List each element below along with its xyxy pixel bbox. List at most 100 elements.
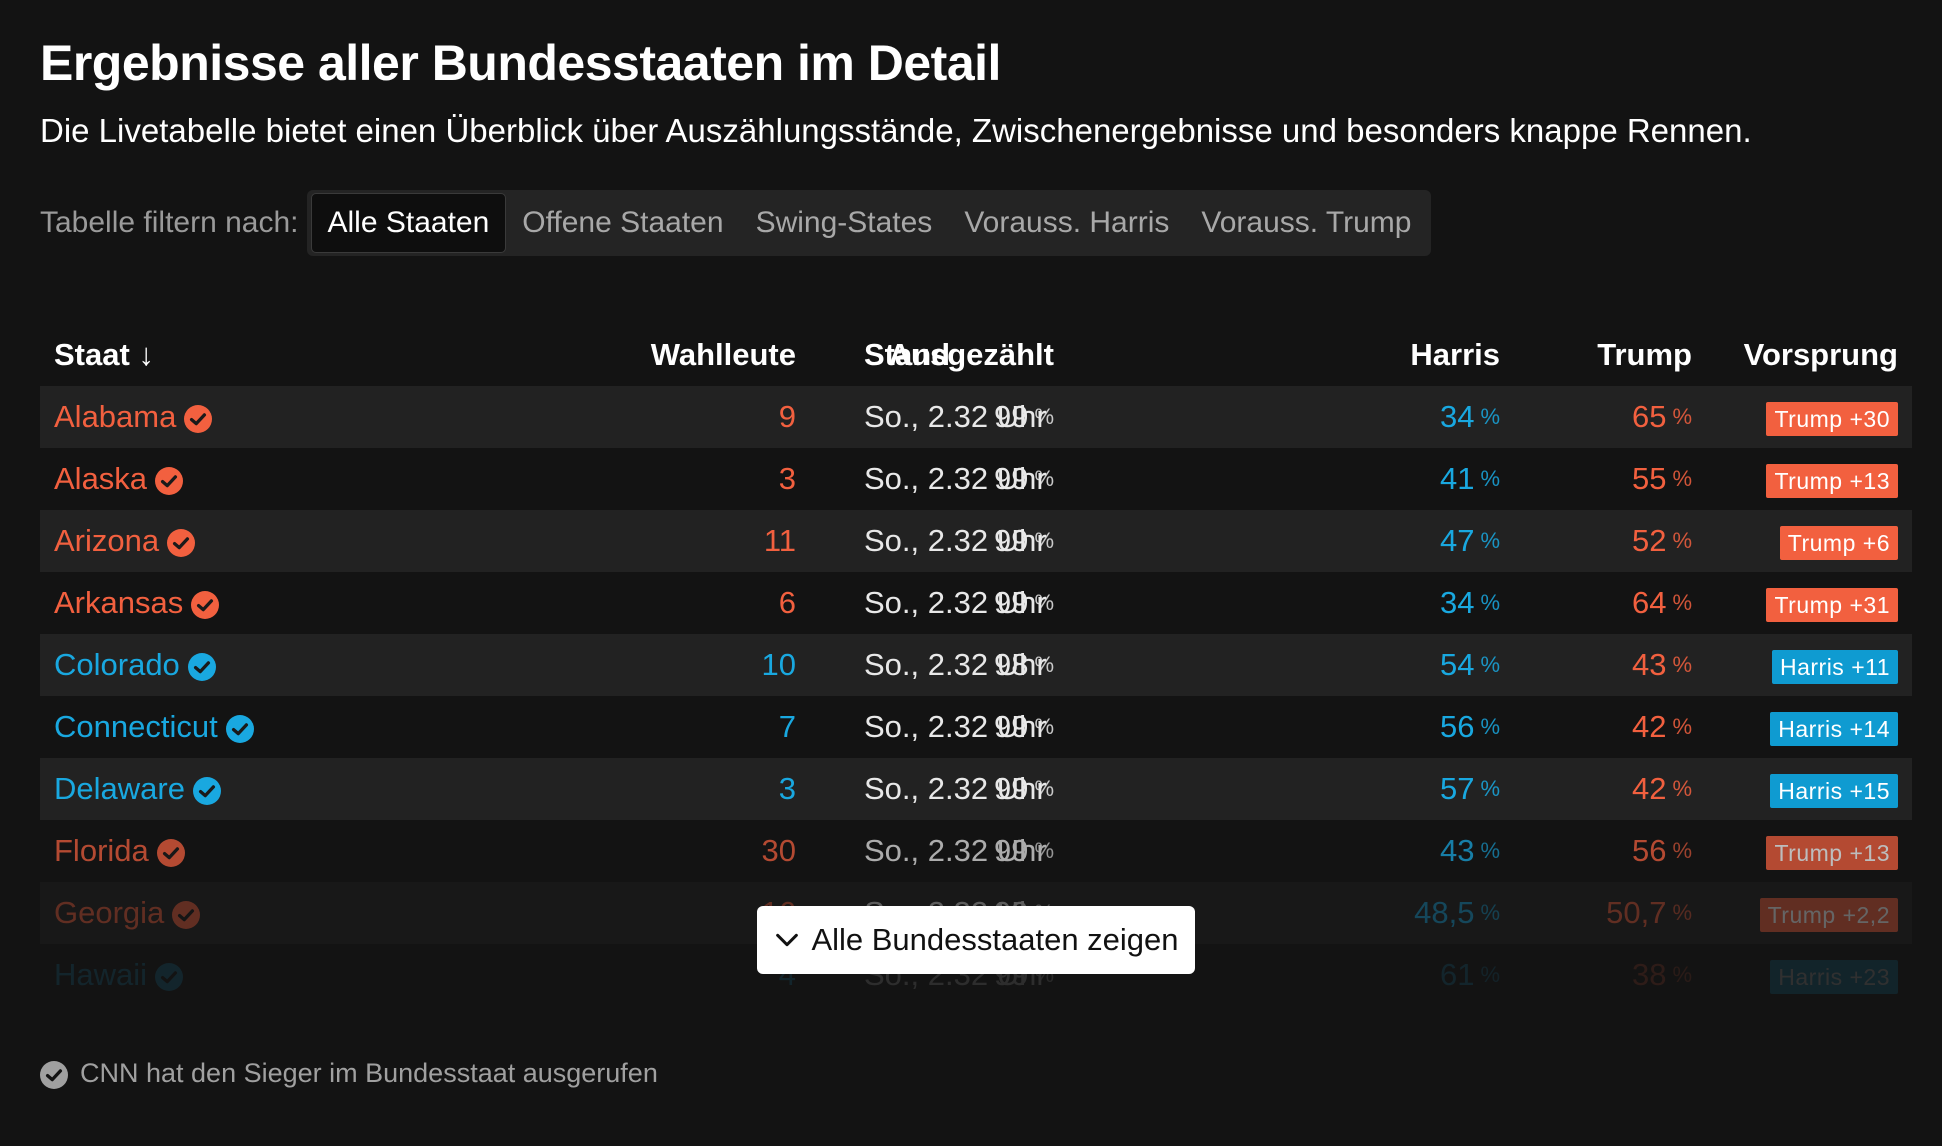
header-state-label: Staat — [54, 337, 130, 372]
lead-cell: Trump +31 — [1766, 572, 1898, 634]
trump-value: 56 — [1631, 833, 1667, 868]
state-name[interactable]: Alaska — [54, 461, 148, 496]
state-name[interactable]: Alabama — [54, 399, 177, 434]
trump-cell: 64% — [1632, 572, 1692, 634]
lead-badge: Trump +30 — [1766, 402, 1898, 436]
table-row[interactable]: Delaware 3 99% So., 2.32 Uhr 57% 42% Har… — [40, 758, 1912, 820]
trump-cell: 56% — [1632, 820, 1692, 882]
state-name[interactable]: Colorado — [54, 647, 180, 682]
time-cell: So., 2.32 Uhr — [864, 399, 1047, 434]
state-name[interactable]: Georgia — [54, 895, 165, 930]
table-row[interactable]: Arkansas 6 99% So., 2.32 Uhr 34% 64% Tru… — [40, 572, 1912, 634]
filter-offene-staaten[interactable]: Offene Staaten — [522, 206, 724, 239]
counted-value: 99 — [993, 709, 1029, 744]
table-row[interactable]: Alabama 9 99% So., 2.32 Uhr 34% 65% Trum… — [40, 386, 1912, 448]
percent-icon: % — [1480, 962, 1500, 987]
state-cell: Florida — [54, 820, 185, 882]
state-name[interactable]: Arkansas — [54, 585, 184, 620]
percent-icon: % — [1480, 466, 1500, 491]
percent-icon: % — [1034, 776, 1054, 801]
percent-icon: % — [1034, 528, 1054, 553]
harris-cell: 54% — [1440, 634, 1500, 696]
legend-text: CNN hat den Sieger im Bundesstaat ausger… — [80, 1058, 658, 1088]
state-cell: Arizona — [54, 510, 196, 572]
check-circle-icon — [167, 529, 196, 557]
percent-icon: % — [1672, 652, 1692, 677]
percent-icon: % — [1034, 590, 1054, 615]
counted-value: 99 — [993, 523, 1029, 558]
trump-cell: 43% — [1632, 634, 1692, 696]
table-row[interactable]: Arizona 11 99% So., 2.32 Uhr 47% 52% Tru… — [40, 510, 1912, 572]
lead-cell: Trump +6 — [1779, 510, 1898, 572]
check-circle-icon — [155, 467, 184, 495]
show-all-states-button[interactable]: Alle Bundesstaaten zeigen — [757, 906, 1195, 974]
harris-value: 34 — [1439, 585, 1475, 620]
time-cell: So., 2.32 Uhr — [864, 461, 1047, 496]
filter-bar: Tabelle filtern nach: Alle Staaten Offen… — [40, 190, 1432, 256]
electors-cell: 30 — [761, 833, 796, 868]
filter-vorauss-trump[interactable]: Vorauss. Trump — [1201, 206, 1412, 239]
arrow-down-icon: ↓ — [138, 337, 154, 372]
table-row[interactable]: Alaska 3 99% So., 2.32 Uhr 41% 55% Trump… — [40, 448, 1912, 510]
trump-value: 42 — [1631, 709, 1667, 744]
time-cell: So., 2.32 Uhr — [864, 709, 1047, 744]
lead-cell: Harris +14 — [1770, 696, 1898, 758]
counted-value: 99 — [993, 585, 1029, 620]
state-name[interactable]: Arizona — [54, 523, 160, 558]
filter-vorauss-harris[interactable]: Vorauss. Harris — [964, 206, 1170, 239]
trump-value: 38 — [1631, 957, 1667, 992]
lead-badge: Harris +11 — [1771, 650, 1898, 684]
harris-value: 61 — [1439, 957, 1475, 992]
header-counted[interactable]: Ausgezählt — [888, 337, 1054, 372]
header-electors[interactable]: Wahlleute — [650, 337, 796, 372]
table-row[interactable]: Florida 30 99% So., 2.32 Uhr 43% 56% Tru… — [40, 820, 1912, 882]
table-row[interactable]: Colorado 10 98% So., 2.32 Uhr 54% 43% Ha… — [40, 634, 1912, 696]
table-header: Staat ↓ Wahlleute Ausgezählt Stand Harri… — [40, 326, 1912, 384]
trump-cell: 52% — [1632, 510, 1692, 572]
check-circle-icon — [191, 591, 220, 619]
percent-icon: % — [1672, 838, 1692, 863]
harris-cell: 47% — [1440, 510, 1500, 572]
state-name[interactable]: Florida — [54, 833, 149, 868]
lead-cell: Harris +23 — [1770, 944, 1898, 1006]
electors-cell: 11 — [763, 523, 796, 558]
harris-cell: 34% — [1440, 386, 1500, 448]
filter-options: Alle Staaten Offene Staaten Swing-States… — [306, 190, 1432, 256]
harris-value: 54 — [1439, 647, 1475, 682]
chevron-down-icon — [776, 933, 799, 947]
time-cell: So., 2.32 Uhr — [864, 585, 1047, 620]
percent-icon: % — [1034, 466, 1054, 491]
check-circle-icon — [192, 777, 221, 805]
lead-badge: Trump +13 — [1766, 464, 1898, 498]
percent-icon: % — [1480, 652, 1500, 677]
trump-value: 52 — [1631, 523, 1667, 558]
header-harris[interactable]: Harris — [1410, 337, 1500, 372]
state-name[interactable]: Connecticut — [54, 709, 218, 744]
header-state[interactable]: Staat ↓ — [54, 326, 154, 384]
header-lead[interactable]: Vorsprung — [1743, 337, 1898, 372]
trump-value: 64 — [1631, 585, 1667, 620]
counted-cell: 99% — [994, 696, 1054, 758]
harris-value: 34 — [1439, 399, 1475, 434]
state-cell: Delaware — [54, 758, 221, 820]
lead-cell: Harris +15 — [1770, 758, 1898, 820]
state-name[interactable]: Delaware — [54, 771, 185, 806]
harris-value: 56 — [1439, 709, 1475, 744]
harris-value: 47 — [1439, 523, 1475, 558]
lead-cell: Trump +13 — [1766, 448, 1898, 510]
percent-icon: % — [1672, 528, 1692, 553]
state-cell: Georgia — [54, 882, 201, 944]
lead-cell: Trump +13 — [1766, 820, 1898, 882]
header-time[interactable]: Stand — [864, 337, 951, 372]
percent-icon: % — [1480, 900, 1500, 925]
electors-cell: 7 — [778, 709, 796, 744]
filter-swing-states[interactable]: Swing-States — [755, 206, 933, 239]
check-circle-icon — [172, 901, 201, 929]
page-subtitle: Die Livetabelle bietet einen Überblick ü… — [40, 112, 1752, 149]
table-row[interactable]: Connecticut 7 99% So., 2.32 Uhr 56% 42% … — [40, 696, 1912, 758]
header-trump[interactable]: Trump — [1597, 337, 1692, 372]
state-name[interactable]: Hawaii — [54, 957, 148, 992]
percent-icon: % — [1672, 900, 1692, 925]
filter-alle-staaten[interactable]: Alle Staaten — [310, 193, 507, 253]
percent-icon: % — [1034, 652, 1054, 677]
